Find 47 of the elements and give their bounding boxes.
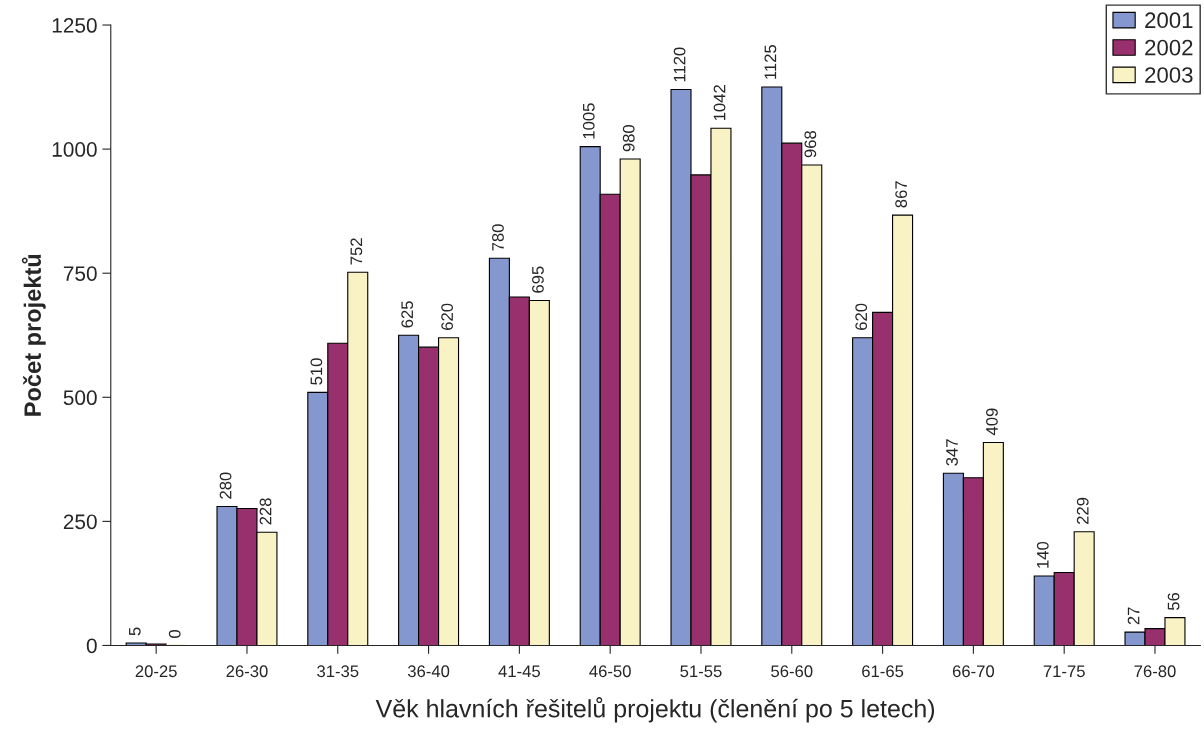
y-tick-label: 1250 [52,18,97,33]
x-tick-label: 41-45 [498,665,540,678]
legend-label: 2001 [1145,12,1193,29]
data-label: 229 [1076,497,1089,525]
legend-label: 2002 [1145,39,1193,56]
data-label: 1042 [713,85,726,121]
data-label: 140 [1036,541,1049,568]
data-label: 752 [350,238,363,265]
data-label: 867 [895,181,908,208]
data-label: 695 [532,266,544,293]
x-tick-label: 46-50 [589,665,631,678]
x-tick-label: 56-60 [771,665,813,678]
y-tick-label: 500 [63,390,97,406]
data-label: 968 [804,130,817,158]
data-label: 980 [622,124,635,152]
x-tick-label: 61-65 [862,665,904,678]
data-label: 620 [855,303,868,330]
data-label: 1005 [582,103,595,139]
data-label: 5 [129,627,141,636]
y-tick-label: 750 [63,266,97,281]
y-tick-label: 0 [86,638,97,654]
y-tick-label: 1000 [52,142,97,157]
x-tick-label: 26-30 [226,665,268,678]
x-tick-label: 71-75 [1043,665,1085,678]
y-tick-label: 250 [63,514,97,530]
x-tick-label: 66-70 [952,665,995,678]
data-label: 1120 [673,47,686,82]
data-label: 56 [1167,592,1180,611]
x-tick-label: 51-55 [680,665,722,678]
data-label: 510 [310,358,323,385]
data-label: 347 [946,439,958,466]
data-label: 780 [492,224,504,251]
data-label: 1125 [764,44,777,79]
x-tick-label: 20-25 [135,665,177,678]
x-tick-label: 31-35 [317,665,359,678]
x-axis-title: Věk hlavních řešitelů projektu (členění po 5 letech) [375,697,935,723]
x-tick-label: 36-40 [407,665,450,678]
legend-label: 2003 [1145,67,1193,83]
data-label: 409 [986,408,998,436]
x-tick-label: 76-80 [1134,665,1176,678]
data-label: 620 [441,303,454,330]
data-label: 625 [401,301,414,328]
y-axis-title: Počet projektů [21,254,46,416]
data-label: 280 [219,472,232,499]
data-label: 0 [168,629,181,638]
data-label: 228 [259,498,272,525]
data-label: 27 [1127,607,1140,625]
